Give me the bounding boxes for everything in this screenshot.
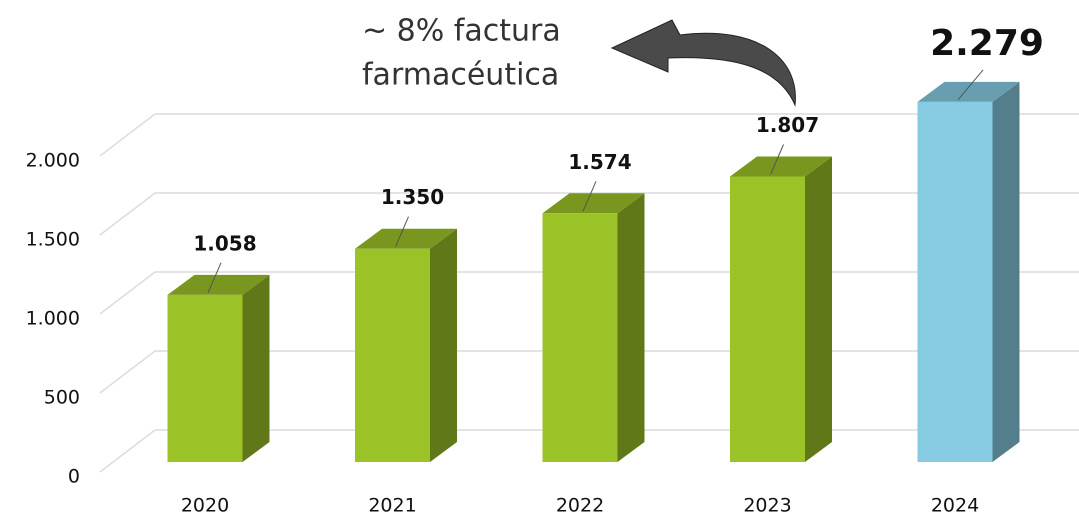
bar-top	[730, 156, 832, 177]
leader-line	[395, 216, 409, 247]
annotation: farmacéutica	[362, 58, 559, 93]
bar-side	[805, 156, 832, 462]
bar-front	[917, 101, 993, 462]
annotation: ~ 8% factura	[362, 14, 561, 49]
x-tick-label: 2021	[368, 495, 416, 517]
x-tick-label: 2023	[743, 495, 791, 517]
y-tick-label: 1.000	[26, 308, 80, 330]
bar-front	[355, 248, 430, 462]
value-label: 1.574	[568, 150, 631, 174]
bar-top	[355, 228, 457, 249]
bar	[167, 274, 270, 462]
bar	[355, 228, 457, 462]
y-tick-label: 1.500	[26, 229, 80, 251]
y-tick-label: 500	[44, 387, 80, 409]
leader-line	[207, 262, 222, 294]
x-tick-label: 2022	[556, 495, 604, 517]
bar-side	[992, 81, 1020, 462]
bar-side	[617, 193, 645, 463]
value-label: 1.058	[193, 231, 256, 255]
bar-top	[167, 274, 270, 295]
bar-front	[167, 294, 243, 462]
bar	[917, 81, 1020, 462]
leader-line	[582, 181, 597, 212]
x-tick-label: 2020	[181, 495, 229, 517]
bar-top	[542, 193, 645, 214]
y-tick-label: 2.000	[26, 150, 80, 172]
value-label: 1.807	[756, 113, 819, 137]
value-label: 2.279	[930, 23, 1044, 64]
bar	[730, 156, 832, 462]
leader-line	[770, 144, 784, 175]
grid-line	[99, 113, 1079, 157]
bar-front	[730, 176, 805, 462]
x-tick-label: 2024	[931, 495, 979, 517]
leader-line	[957, 69, 984, 101]
bar-front	[542, 213, 618, 462]
y-tick-label: 0	[68, 466, 80, 488]
bar-side	[430, 228, 457, 462]
value-label: 1.350	[381, 185, 444, 209]
bar	[542, 193, 645, 463]
bar-top	[917, 81, 1020, 102]
arrow	[610, 19, 796, 107]
bar-side	[242, 274, 270, 462]
